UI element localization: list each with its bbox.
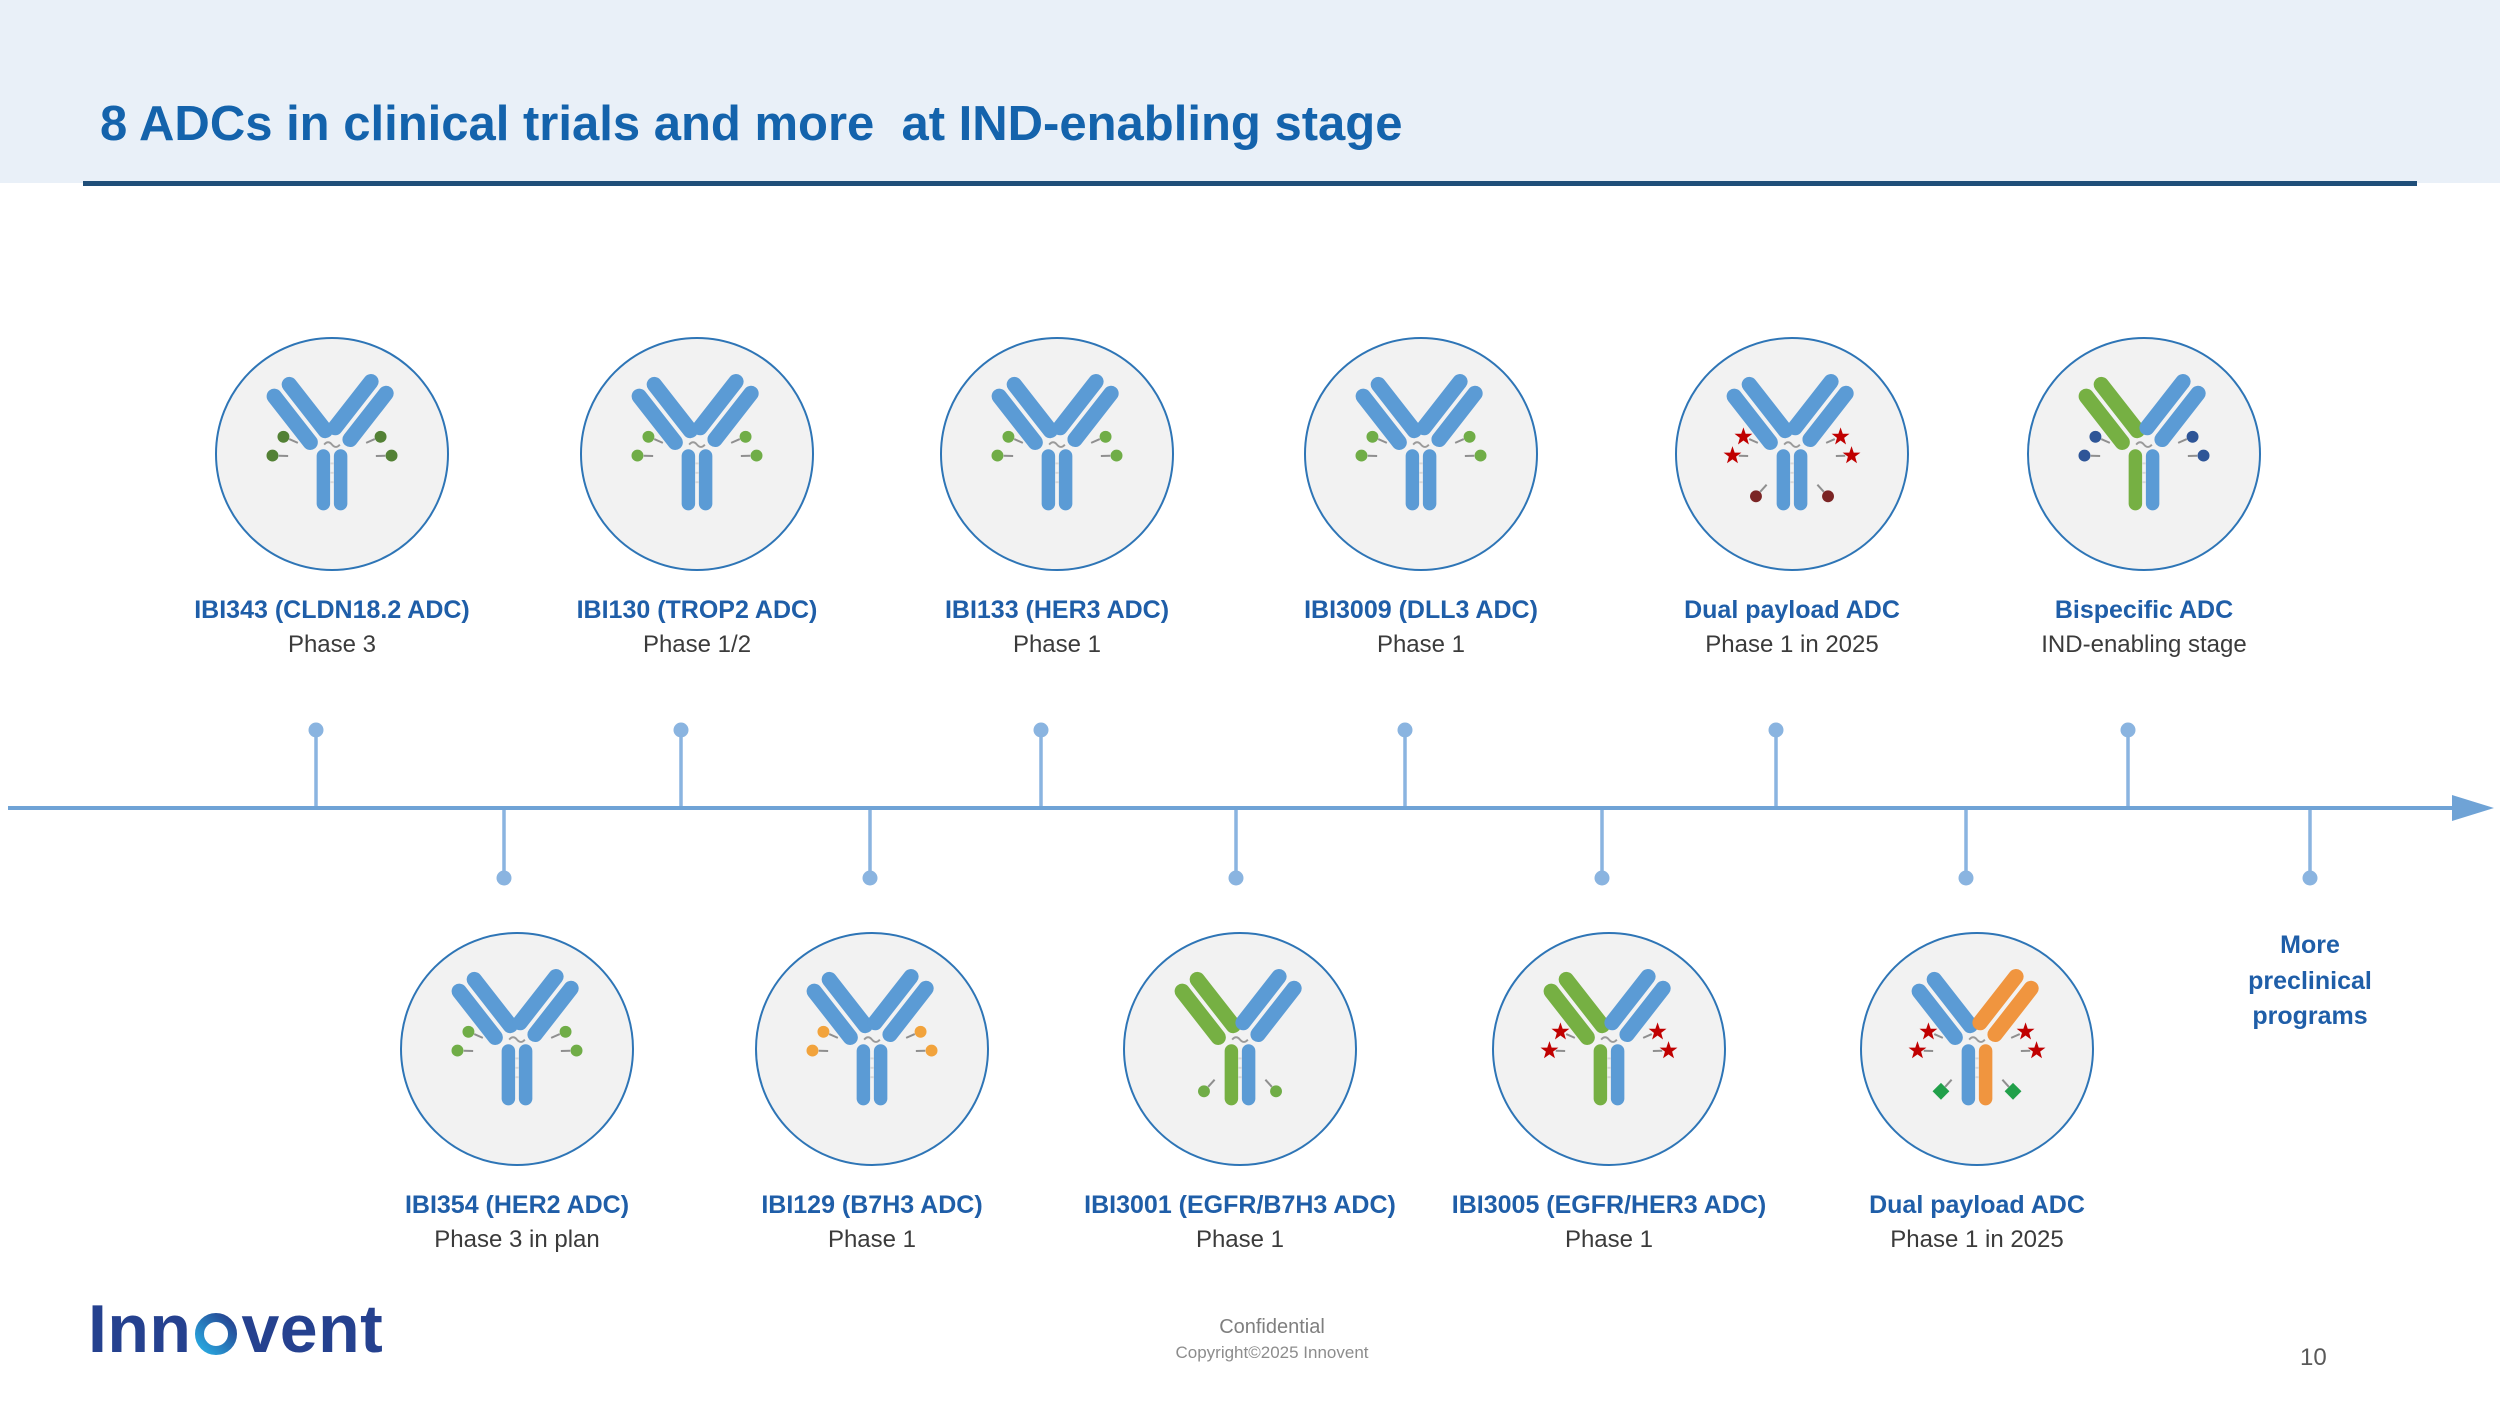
program-name: Bispecific ADC	[2054, 596, 2234, 624]
program-name: IBI343 (CLDN18.2 ADC)	[194, 596, 470, 624]
antibody-circle	[2027, 337, 2261, 571]
program-name: IBI3005 (EGFR/HER3 ADC)	[1451, 1191, 1767, 1219]
more-label-line: More	[2280, 931, 2340, 959]
header-band	[0, 0, 2500, 183]
program-name: IBI129 (B7H3 ADC)	[761, 1191, 983, 1219]
antibody-circle	[400, 932, 634, 1166]
antibody-circle	[1304, 337, 1538, 571]
program-name: IBI3001 (EGFR/B7H3 ADC)	[1084, 1191, 1396, 1219]
program-phase: Phase 1	[827, 1226, 917, 1253]
program-phase: Phase 1	[1564, 1226, 1654, 1253]
page-title: 8 ADCs in clinical trials and more at IN…	[100, 97, 1403, 151]
antibody-circle	[755, 932, 989, 1166]
adc-program: IBI343 (CLDN18.2 ADC) Phase 3	[142, 337, 522, 662]
program-phase: IND-enabling stage	[2041, 631, 2247, 658]
confidential-label: Confidential	[1219, 1316, 1325, 1338]
adc-program: Bispecific ADC IND-enabling stage	[1954, 337, 2334, 662]
adc-program: IBI130 (TROP2 ADC) Phase 1/2	[507, 337, 887, 662]
antibody-circle	[1123, 932, 1357, 1166]
program-phase: Phase 1	[1376, 631, 1466, 658]
adc-program: IBI3001 (EGFR/B7H3 ADC) Phase 1	[1050, 932, 1430, 1257]
antibody-icon	[1883, 955, 2071, 1143]
adc-program: IBI133 (HER3 ADC) Phase 1	[867, 337, 1247, 662]
adc-program: IBI129 (B7H3 ADC) Phase 1	[682, 932, 1062, 1257]
adc-program: Dual payload ADC Phase 1 in 2025	[1787, 932, 2167, 1257]
antibody-icon	[423, 955, 611, 1143]
antibody-icon	[778, 955, 966, 1143]
program-name: IBI354 (HER2 ADC)	[404, 1191, 630, 1219]
program-phase: Phase 1 in 2025	[1705, 631, 1879, 658]
antibody-circle	[1492, 932, 1726, 1166]
adc-program: IBI354 (HER2 ADC) Phase 3 in plan	[327, 932, 707, 1257]
antibody-circle	[215, 337, 449, 571]
antibody-icon	[1698, 360, 1886, 548]
antibody-circle	[580, 337, 814, 571]
program-phase: Phase 3	[287, 631, 377, 658]
program-phase: Phase 1	[1195, 1226, 1285, 1253]
program-phase: Phase 1 in 2025	[1890, 1226, 2064, 1253]
antibody-icon	[2050, 360, 2238, 548]
copyright-label: Copyright©2025 Innovent	[1175, 1343, 1369, 1362]
title-underline	[83, 181, 2417, 186]
innovent-logo: Inn vent	[88, 1290, 383, 1368]
adc-program: IBI3005 (EGFR/HER3 ADC) Phase 1	[1419, 932, 1799, 1257]
program-name: Dual payload ADC	[1684, 596, 1900, 624]
adc-program: Dual payload ADC Phase 1 in 2025	[1602, 337, 1982, 662]
antibody-icon	[1515, 955, 1703, 1143]
page-number: 10	[2300, 1344, 2327, 1371]
antibody-icon	[963, 360, 1151, 548]
antibody-circle	[940, 337, 1174, 571]
more-preclinical-label: More preclinical programs	[2150, 928, 2470, 1035]
program-name: Dual payload ADC	[1869, 1191, 2085, 1219]
antibody-icon	[238, 360, 426, 548]
footer-confidential-block: Confidential Copyright©2025 Innovent	[972, 1316, 1572, 1363]
program-phase: Phase 3 in plan	[434, 1226, 600, 1253]
adc-program: IBI3009 (DLL3 ADC) Phase 1	[1231, 337, 1611, 662]
logo-text-pre: Inn	[88, 1291, 192, 1367]
more-label-line: programs	[2252, 1002, 2368, 1030]
program-name: IBI133 (HER3 ADC)	[944, 596, 1170, 624]
program-name: IBI3009 (DLL3 ADC)	[1304, 596, 1538, 624]
antibody-icon	[603, 360, 791, 548]
antibody-circle	[1860, 932, 2094, 1166]
program-phase: Phase 1/2	[642, 631, 752, 658]
logo-o-icon	[191, 1291, 241, 1367]
logo-text-post: vent	[241, 1291, 384, 1367]
antibody-icon	[1327, 360, 1515, 548]
antibody-icon	[1146, 955, 1334, 1143]
program-name: IBI130 (TROP2 ADC)	[576, 596, 818, 624]
more-label-line: preclinical	[2248, 966, 2372, 995]
antibody-circle	[1675, 337, 1909, 571]
program-phase: Phase 1	[1012, 631, 1102, 658]
